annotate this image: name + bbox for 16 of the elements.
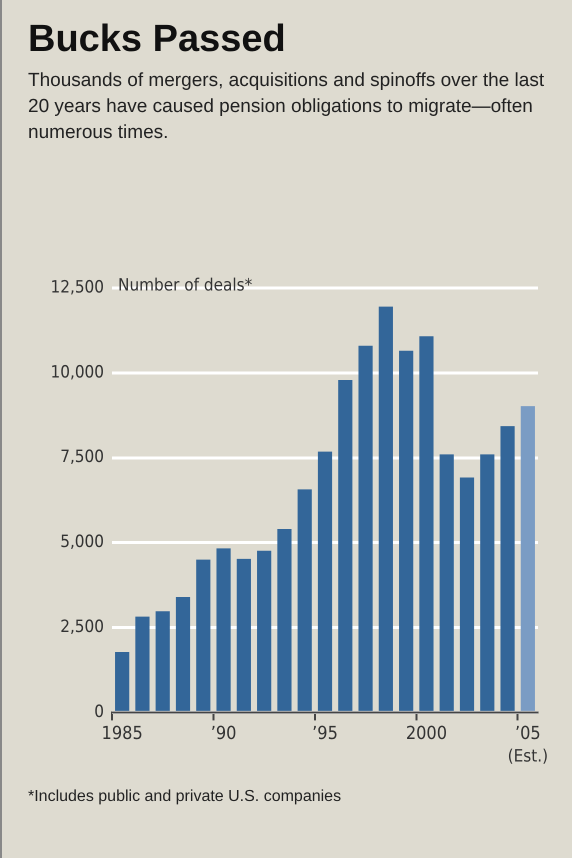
text: *Includes public and private U.S. companies bbox=[28, 788, 342, 806]
x-tick-label: 1985 bbox=[102, 722, 143, 744]
y-tick-label: 10,000 bbox=[50, 362, 104, 382]
text: (Est.) bbox=[508, 746, 548, 766]
y-tick-label: 2,500 bbox=[60, 616, 104, 637]
x-tick-label: ’90 bbox=[210, 722, 236, 744]
y-tick-label: 0 bbox=[94, 702, 104, 722]
x-tick-label: ’95 bbox=[312, 722, 338, 744]
x-tick-label: 2000 bbox=[406, 722, 448, 744]
chart-title: Bucks Passed bbox=[28, 18, 286, 61]
x-tick-label: ’05 bbox=[514, 722, 541, 744]
chart-subtitle: Thousands of mergers, acquisitions and spinoffs over the last 20 years have caused pension obligations to migrate—often numerous times. bbox=[28, 69, 546, 145]
y-axis-title: Number of deals* bbox=[118, 275, 253, 296]
y-tick-label: 7,500 bbox=[60, 447, 104, 468]
y-tick-label: 5,000 bbox=[60, 532, 104, 552]
y-tick-label: 12,500 bbox=[50, 277, 104, 298]
